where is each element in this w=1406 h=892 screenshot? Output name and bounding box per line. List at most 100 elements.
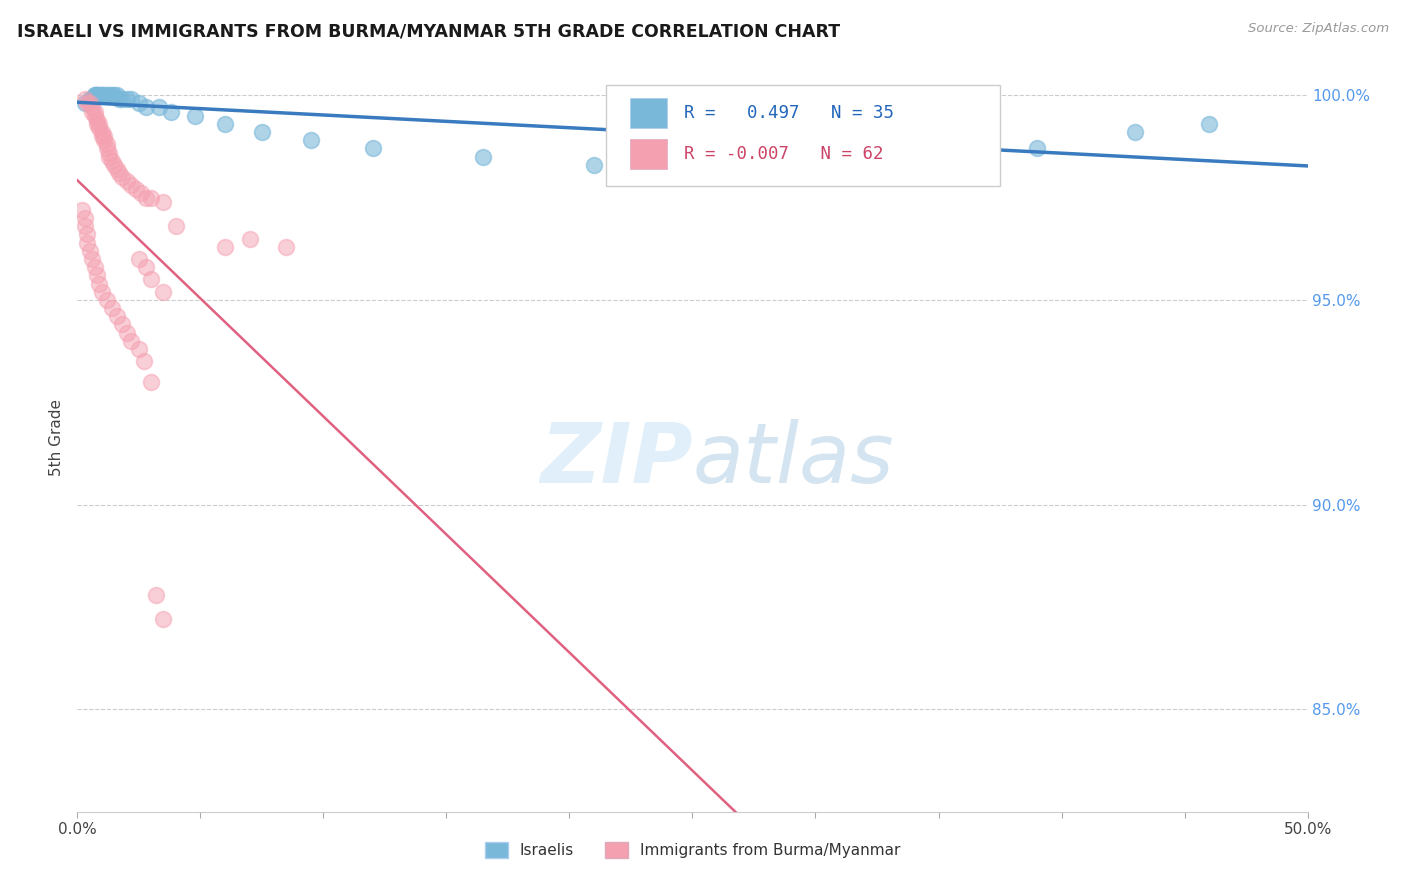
Point xyxy=(73,211,96,225)
Point xyxy=(90,285,114,299)
Point xyxy=(98,150,121,164)
Point xyxy=(128,252,150,266)
Point xyxy=(101,301,124,315)
Point xyxy=(82,104,104,119)
Point xyxy=(121,178,143,193)
Point xyxy=(115,326,138,340)
Point xyxy=(128,96,150,111)
Point xyxy=(76,235,98,250)
Point xyxy=(108,92,131,106)
Point xyxy=(89,117,111,131)
Point xyxy=(165,219,187,234)
Point xyxy=(89,88,111,103)
Text: R =   0.497   N = 35: R = 0.497 N = 35 xyxy=(683,104,894,122)
Point xyxy=(108,166,131,180)
Point xyxy=(583,158,606,172)
Point xyxy=(101,88,124,103)
Point xyxy=(472,150,495,164)
Point xyxy=(135,260,157,275)
Point xyxy=(86,117,108,131)
Point xyxy=(82,100,104,114)
Text: ZIP: ZIP xyxy=(540,419,693,500)
Point xyxy=(135,100,157,114)
Point xyxy=(96,88,118,103)
Point xyxy=(98,88,121,103)
Point xyxy=(141,190,163,204)
Point xyxy=(125,182,148,196)
Point xyxy=(89,277,111,291)
Point xyxy=(90,88,114,103)
Point xyxy=(76,227,98,242)
Point xyxy=(93,129,115,144)
Point xyxy=(250,125,273,139)
Point xyxy=(160,104,183,119)
Point xyxy=(103,158,125,172)
Point xyxy=(82,92,104,106)
Point xyxy=(121,92,143,106)
Point xyxy=(79,244,101,258)
Text: ISRAELI VS IMMIGRANTS FROM BURMA/MYANMAR 5TH GRADE CORRELATION CHART: ISRAELI VS IMMIGRANTS FROM BURMA/MYANMAR… xyxy=(17,22,839,40)
Point xyxy=(101,153,124,168)
Point xyxy=(152,194,174,209)
Point xyxy=(152,612,174,626)
Point xyxy=(93,133,115,147)
Point xyxy=(96,293,118,307)
Point xyxy=(1125,125,1147,139)
Point xyxy=(89,120,111,135)
Point xyxy=(276,240,298,254)
Point xyxy=(73,92,96,106)
Point xyxy=(111,92,132,106)
Text: R = -0.007   N = 62: R = -0.007 N = 62 xyxy=(683,145,883,163)
Point xyxy=(103,88,125,103)
Point xyxy=(1026,141,1049,155)
Point xyxy=(184,109,207,123)
Point xyxy=(148,100,170,114)
Point xyxy=(214,240,236,254)
Point xyxy=(111,170,132,185)
Point xyxy=(239,231,262,245)
Point xyxy=(93,88,115,103)
Point xyxy=(70,202,93,217)
Point xyxy=(135,190,157,204)
Point xyxy=(73,96,96,111)
Y-axis label: 5th Grade: 5th Grade xyxy=(49,399,65,475)
Point xyxy=(83,104,105,119)
Point xyxy=(83,260,105,275)
Point xyxy=(86,88,108,103)
Point xyxy=(115,92,138,106)
Point xyxy=(105,310,128,324)
Text: Source: ZipAtlas.com: Source: ZipAtlas.com xyxy=(1249,22,1389,36)
Point xyxy=(83,88,105,103)
Point xyxy=(115,174,138,188)
Point xyxy=(145,588,167,602)
Point xyxy=(86,88,108,103)
Point xyxy=(76,96,98,111)
Point xyxy=(299,133,322,147)
Text: atlas: atlas xyxy=(693,419,894,500)
FancyBboxPatch shape xyxy=(606,85,1000,186)
Point xyxy=(141,272,163,286)
Point xyxy=(96,137,118,152)
Point xyxy=(86,112,108,127)
Legend: Israelis, Immigrants from Burma/Myanmar: Israelis, Immigrants from Burma/Myanmar xyxy=(478,836,907,864)
Point xyxy=(79,96,101,111)
Point xyxy=(128,342,150,356)
Point xyxy=(1198,117,1220,131)
Point xyxy=(90,129,114,144)
Point xyxy=(214,117,236,131)
Point xyxy=(90,125,114,139)
Point xyxy=(83,88,105,103)
Point xyxy=(79,92,101,106)
Bar xyxy=(630,98,666,128)
Point xyxy=(141,375,163,389)
Point xyxy=(105,88,128,103)
Point xyxy=(152,285,174,299)
Point xyxy=(111,318,132,332)
Point xyxy=(105,161,128,176)
Point xyxy=(129,186,153,201)
Bar xyxy=(630,139,666,169)
Point xyxy=(96,141,118,155)
Point xyxy=(83,109,105,123)
Point xyxy=(90,88,114,103)
Point xyxy=(73,219,96,234)
